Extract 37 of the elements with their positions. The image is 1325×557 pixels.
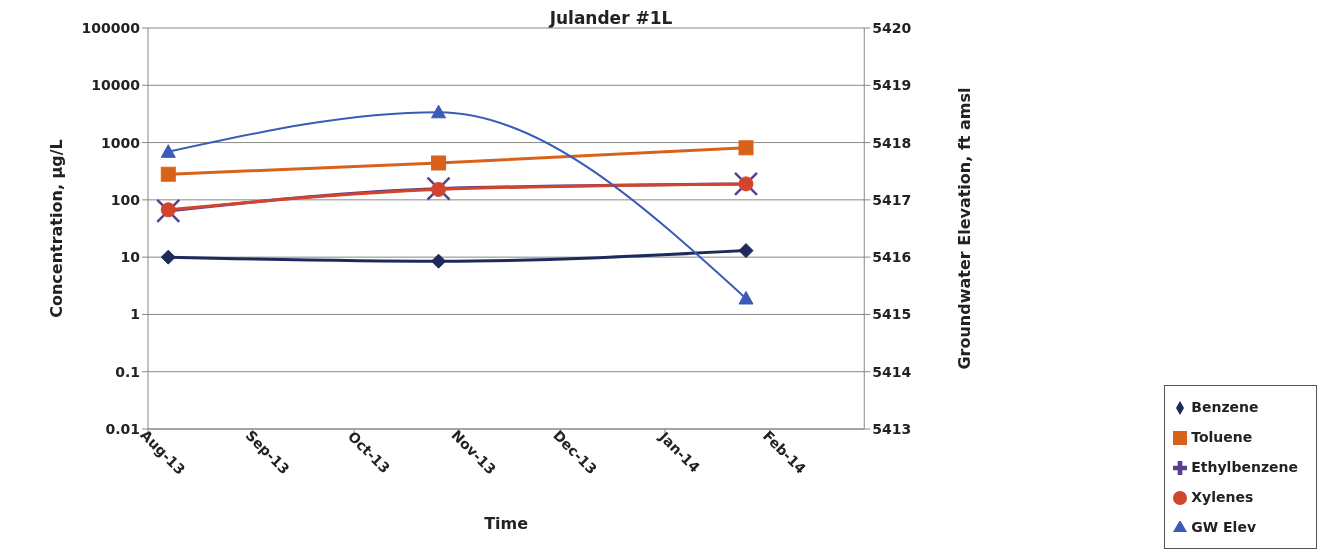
y2-tick-label: 5416 bbox=[872, 249, 912, 266]
y2-axis-title: Groundwater Elevation, ft amsl bbox=[954, 87, 974, 370]
point bbox=[431, 104, 447, 119]
legend-label: GW Elev bbox=[1191, 519, 1257, 535]
legend-label: Xylenes bbox=[1191, 489, 1254, 505]
y2-tick-label: 5417 bbox=[872, 191, 912, 208]
point bbox=[738, 290, 754, 305]
legend-label: Ethylbenzene bbox=[1191, 459, 1298, 475]
point bbox=[738, 140, 754, 156]
point bbox=[738, 176, 754, 192]
y2-tick-label: 5420 bbox=[872, 19, 912, 36]
y-tick-label: 1000 bbox=[101, 134, 141, 151]
y-tick-label: 10000 bbox=[91, 77, 141, 94]
point bbox=[431, 253, 447, 269]
point bbox=[160, 166, 176, 182]
y2-tick-label: 5415 bbox=[872, 306, 912, 323]
chart-title: Julander #1L bbox=[549, 8, 673, 28]
y-tick-label: 0.1 bbox=[115, 363, 140, 380]
y-tick-label: 1 bbox=[130, 306, 140, 323]
y-tick-label: 100000 bbox=[81, 19, 141, 36]
point bbox=[160, 249, 176, 265]
legend-label: Toluene bbox=[1191, 429, 1253, 445]
y-tick-label: 10 bbox=[120, 249, 141, 266]
y2-tick-label: 5413 bbox=[872, 420, 912, 437]
y-axis-title: Concentration, µg/L bbox=[46, 139, 66, 318]
point bbox=[431, 155, 447, 171]
point bbox=[431, 181, 447, 197]
y2-tick-label: 5418 bbox=[872, 134, 912, 151]
y-tick-label: 0.01 bbox=[105, 420, 140, 437]
x-axis-title: Time bbox=[484, 514, 529, 533]
point bbox=[160, 202, 176, 218]
legend-label: Benzene bbox=[1191, 399, 1259, 415]
point bbox=[738, 243, 754, 259]
point bbox=[160, 144, 176, 158]
y2-tick-label: 5419 bbox=[872, 77, 912, 94]
y2-tick-label: 5414 bbox=[872, 363, 912, 380]
y-tick-label: 100 bbox=[110, 191, 141, 208]
